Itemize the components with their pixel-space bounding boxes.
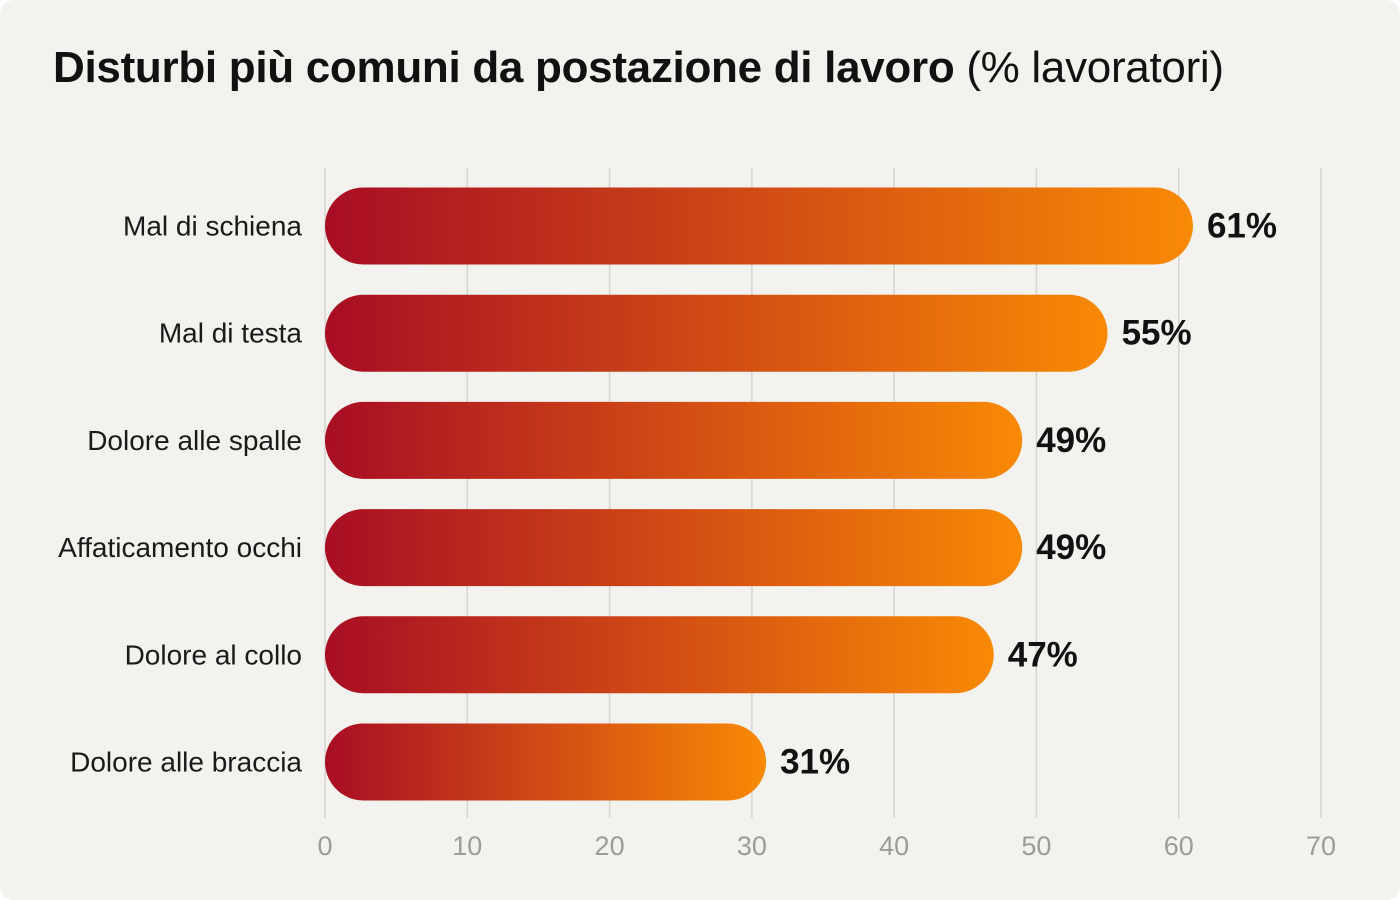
bar [325, 294, 1108, 372]
gridlines [324, 168, 1322, 818]
bar [325, 616, 994, 694]
x-tick-label: 50 [1021, 831, 1051, 861]
value-label: 61% [1207, 207, 1277, 246]
category-label: Mal di testa [159, 318, 303, 349]
x-tick-label: 30 [737, 831, 767, 861]
x-tick-label: 20 [595, 831, 625, 861]
bar [325, 509, 1023, 587]
x-tick-label: 70 [1306, 831, 1336, 861]
category-label: Dolore al collo [125, 639, 302, 670]
chart-title-main: Disturbi più comuni da postazione di lav… [53, 43, 955, 92]
x-tick-label: 0 [317, 831, 332, 861]
value-label: 31% [780, 743, 850, 782]
x-tick-label: 60 [1164, 831, 1194, 861]
value-label: 47% [1008, 635, 1078, 674]
bar [325, 723, 767, 801]
value-label: 55% [1122, 314, 1192, 353]
labels: Mal di schiena 61% Mal di testa 55% Dolore a… [58, 207, 1277, 782]
bar [325, 187, 1193, 265]
x-tick-label: 40 [879, 831, 909, 861]
category-label: Affaticamento occhi [58, 532, 302, 563]
value-label: 49% [1036, 528, 1106, 567]
x-axis-ticks: 0 10 20 30 40 50 60 70 [317, 831, 1336, 861]
x-tick-label: 10 [452, 831, 482, 861]
bar [325, 401, 1023, 479]
chart-title: Disturbi più comuni da postazione di lav… [53, 38, 1224, 98]
chart-title-unit: (% lavoratori) [966, 43, 1224, 92]
value-label: 49% [1036, 421, 1106, 460]
category-label: Dolore alle spalle [87, 425, 302, 456]
category-label: Dolore alle braccia [70, 747, 302, 778]
category-label: Mal di schiena [123, 211, 302, 242]
bars [325, 187, 1193, 801]
